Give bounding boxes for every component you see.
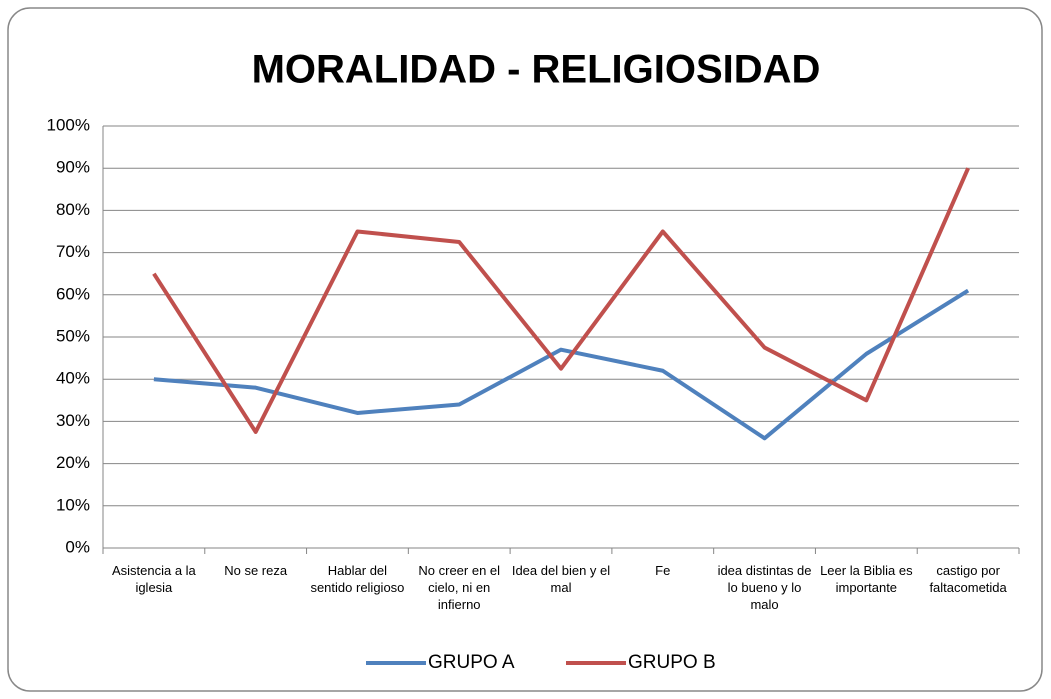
y-tick-label: 100% [47,115,90,134]
x-tick-label: idea distintas de lo bueno y lo malo [717,563,812,612]
y-tick-label: 50% [56,326,90,345]
y-tick-label: 80% [56,200,90,219]
x-tick-label: Leer la Biblia es importante [820,563,913,595]
x-tick-label: Asistencia a la iglesia [111,563,196,595]
x-tick-label: castigo por faltacometida [929,563,1007,595]
x-tick-label: Fe [655,563,671,578]
x-tick-label: No creer en el cielo, ni en infierno [418,563,501,612]
chart-title: MORALIDAD - RELIGIOSIDAD [252,48,821,92]
x-tick-label: No se reza [224,563,288,578]
y-tick-label: 0% [65,537,90,556]
series-line [152,167,970,434]
y-tick-label: 90% [56,158,90,177]
x-tick-label: Idea del bien y el mal [511,563,611,595]
y-tick-label: 10% [56,495,90,514]
y-tick-label: 70% [56,242,90,261]
chart-border [7,7,1043,692]
legend-label: GRUPO B [628,652,716,673]
x-tick-label: Hablar del sentido religioso [310,563,405,595]
y-tick-label: 40% [56,369,90,388]
legend-label: GRUPO A [428,652,515,673]
y-tick-label: 60% [56,284,90,303]
y-tick-label: 30% [56,411,90,430]
y-tick-label: 20% [56,453,90,472]
